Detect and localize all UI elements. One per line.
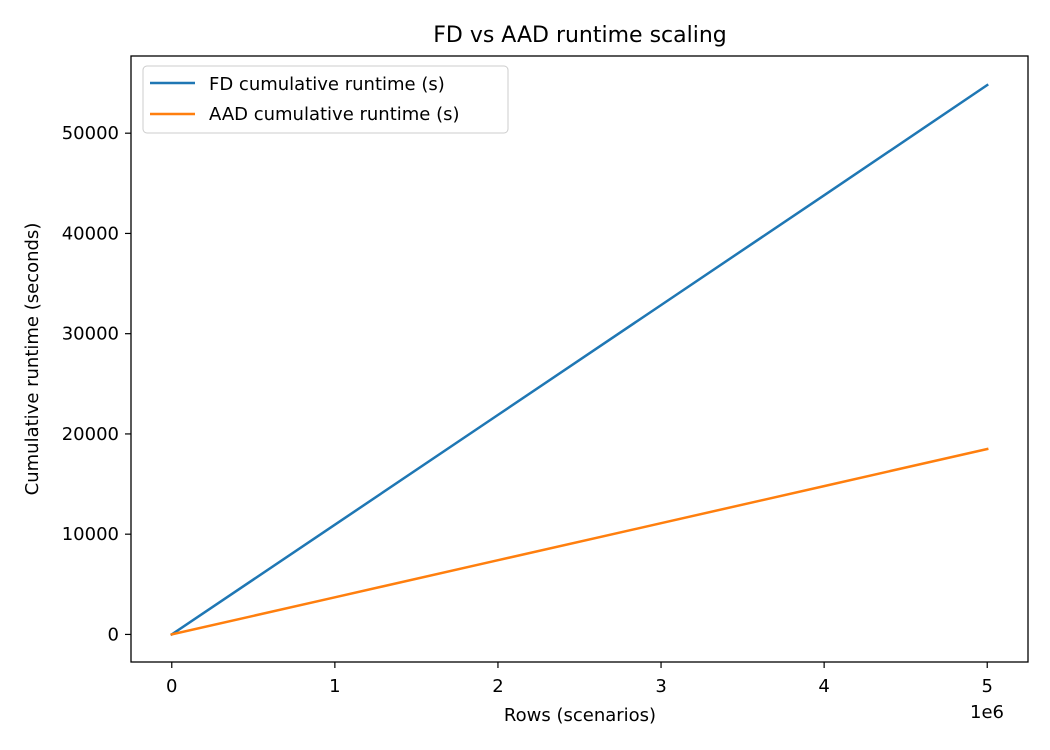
x-tick-label: 2	[492, 676, 503, 697]
fd-series-line	[170, 83, 989, 637]
x-tick-label: 1	[329, 676, 340, 697]
chart-title: FD vs AAD runtime scaling	[433, 23, 727, 48]
y-tick-label: 40000	[62, 223, 119, 244]
y-axis-ticks: 0 10000 20000 30000 40000 50000	[62, 123, 131, 645]
legend: FD cumulative runtime (s) AAD cumulative…	[142, 65, 509, 134]
y-axis-label: Cumulative runtime (seconds)	[22, 223, 43, 496]
y-tick-label: 20000	[62, 424, 119, 445]
x-tick-label: 4	[818, 676, 829, 697]
x-axis-ticks: 0 1 2 3 4 5	[166, 662, 993, 697]
y-tick-label: 50000	[62, 123, 119, 144]
x-tick-label: 0	[166, 676, 177, 697]
legend-label-fd: FD cumulative runtime (s)	[209, 74, 445, 95]
plot-frame	[130, 55, 1029, 663]
series-layer	[170, 83, 989, 637]
y-tick-label: 0	[108, 624, 119, 645]
x-axis-label: Rows (scenarios)	[504, 705, 656, 726]
x-tick-label: 5	[982, 676, 993, 697]
legend-label-aad: AAD cumulative runtime (s)	[209, 104, 460, 125]
aad-series-line	[170, 447, 989, 636]
y-tick-label: 30000	[62, 324, 119, 345]
legend-box	[142, 65, 509, 134]
x-axis-offset-label: 1e6	[970, 702, 1004, 723]
y-tick-label: 10000	[62, 524, 119, 545]
x-tick-label: 3	[655, 676, 666, 697]
